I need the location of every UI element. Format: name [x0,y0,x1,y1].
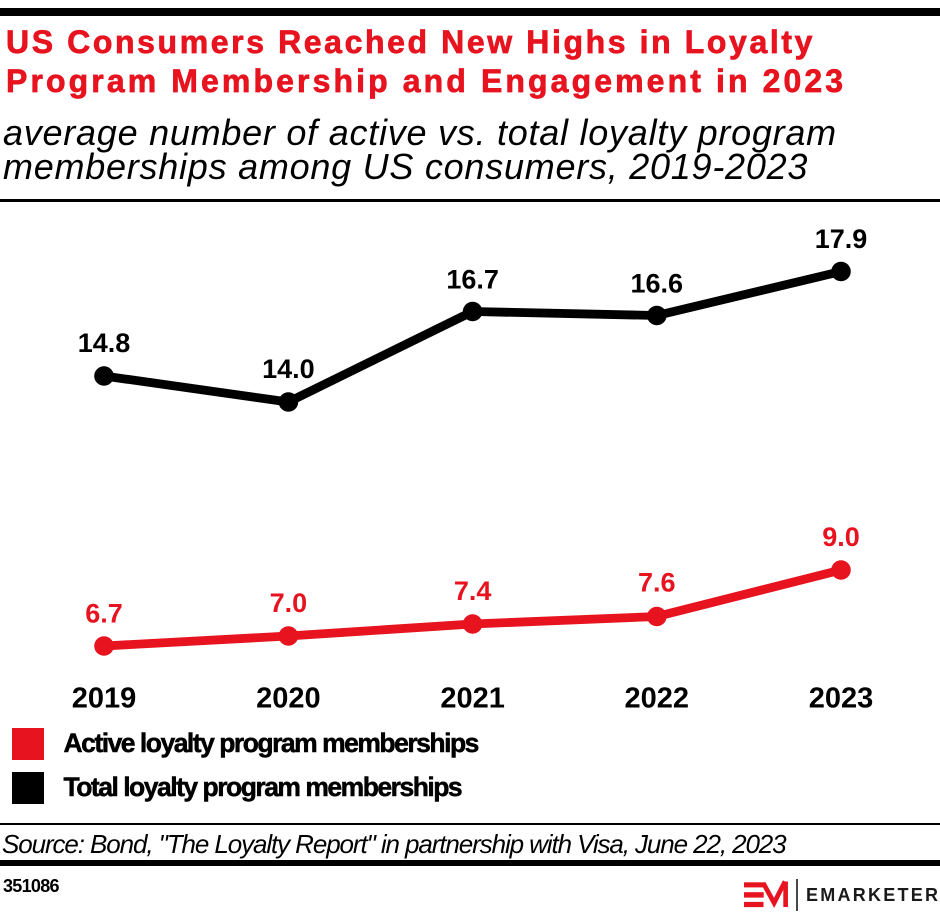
svg-text:17.9: 17.9 [815,224,868,254]
svg-text:2021: 2021 [440,683,505,715]
svg-text:9.0: 9.0 [822,522,860,552]
svg-text:14.8: 14.8 [78,328,131,358]
svg-text:2020: 2020 [256,683,321,715]
svg-text:6.7: 6.7 [85,598,123,628]
svg-text:2019: 2019 [72,683,137,715]
svg-text:2022: 2022 [625,683,690,715]
svg-text:2023: 2023 [809,683,874,715]
svg-text:16.7: 16.7 [446,264,499,294]
svg-text:7.6: 7.6 [638,568,676,598]
svg-text:7.4: 7.4 [454,576,492,606]
svg-text:14.0: 14.0 [262,354,315,384]
svg-text:7.0: 7.0 [270,588,308,618]
svg-text:16.6: 16.6 [631,268,684,298]
